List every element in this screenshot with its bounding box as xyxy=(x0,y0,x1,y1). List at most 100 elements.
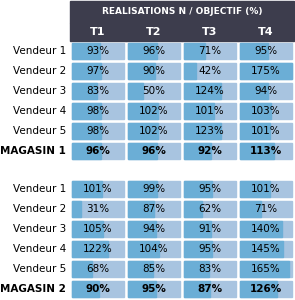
Bar xyxy=(128,181,158,197)
Text: 96%: 96% xyxy=(86,146,110,156)
Text: T1: T1 xyxy=(90,27,106,37)
Bar xyxy=(72,63,124,79)
Bar xyxy=(128,201,154,217)
Bar xyxy=(184,123,221,139)
Bar xyxy=(184,83,236,99)
Bar xyxy=(184,43,205,59)
Bar xyxy=(240,241,292,257)
Bar xyxy=(240,123,270,139)
Text: 95%: 95% xyxy=(254,46,278,56)
Bar xyxy=(240,241,283,257)
Bar xyxy=(184,281,236,297)
Bar xyxy=(126,23,182,41)
Text: 95%: 95% xyxy=(199,184,222,194)
Text: 101%: 101% xyxy=(83,184,113,194)
Text: 101%: 101% xyxy=(251,184,281,194)
Text: T3: T3 xyxy=(202,27,218,37)
Bar xyxy=(128,143,157,159)
Text: Vendeur 4: Vendeur 4 xyxy=(13,244,66,254)
Bar xyxy=(72,43,124,59)
Bar xyxy=(72,201,81,217)
Bar xyxy=(184,201,202,217)
Bar xyxy=(128,103,180,119)
Text: 98%: 98% xyxy=(86,126,109,136)
Bar xyxy=(240,43,268,59)
Text: 96%: 96% xyxy=(142,46,165,56)
Bar xyxy=(240,221,292,237)
Bar xyxy=(184,63,196,79)
Bar xyxy=(72,241,124,257)
Bar xyxy=(184,63,236,79)
Text: 83%: 83% xyxy=(199,264,222,274)
Bar xyxy=(72,143,101,159)
Bar xyxy=(184,43,236,59)
Text: 102%: 102% xyxy=(139,106,169,116)
Text: 103%: 103% xyxy=(251,106,281,116)
Bar xyxy=(240,201,292,217)
Text: T2: T2 xyxy=(146,27,162,37)
Text: 104%: 104% xyxy=(139,244,169,254)
Text: 123%: 123% xyxy=(195,126,225,136)
Bar xyxy=(184,83,221,99)
Text: REALISATIONS N / OBJECTIF (%): REALISATIONS N / OBJECTIF (%) xyxy=(102,8,262,16)
Text: 92%: 92% xyxy=(198,146,222,156)
Text: 97%: 97% xyxy=(86,66,109,76)
Bar xyxy=(128,83,180,99)
Text: 91%: 91% xyxy=(199,224,222,234)
Bar xyxy=(72,123,124,139)
Bar xyxy=(128,143,180,159)
Bar xyxy=(128,63,155,79)
Bar xyxy=(240,181,292,197)
Bar xyxy=(240,181,270,197)
Bar xyxy=(128,123,158,139)
Text: 96%: 96% xyxy=(142,146,166,156)
Text: 102%: 102% xyxy=(139,126,169,136)
Bar xyxy=(72,221,124,237)
Text: 68%: 68% xyxy=(86,264,109,274)
Bar xyxy=(182,23,238,41)
Bar xyxy=(240,83,268,99)
Text: Vendeur 3: Vendeur 3 xyxy=(13,224,66,234)
Bar xyxy=(128,261,153,277)
Text: 145%: 145% xyxy=(251,244,281,254)
Text: 101%: 101% xyxy=(195,106,225,116)
Bar xyxy=(240,43,292,59)
Text: 71%: 71% xyxy=(199,46,222,56)
Bar xyxy=(240,63,292,79)
Text: 50%: 50% xyxy=(142,86,165,96)
Bar xyxy=(240,201,261,217)
Bar xyxy=(240,83,292,99)
Text: 93%: 93% xyxy=(86,46,109,56)
Bar xyxy=(72,221,103,237)
Text: 101%: 101% xyxy=(251,126,281,136)
Bar xyxy=(72,143,124,159)
Bar xyxy=(128,103,158,119)
Bar xyxy=(128,43,157,59)
Bar xyxy=(184,241,236,257)
Text: Vendeur 1: Vendeur 1 xyxy=(13,184,66,194)
Bar xyxy=(240,143,292,159)
Text: 90%: 90% xyxy=(86,284,110,294)
Bar xyxy=(240,261,289,277)
Text: 42%: 42% xyxy=(199,66,222,76)
Bar xyxy=(128,63,180,79)
Bar xyxy=(184,143,211,159)
Bar xyxy=(240,261,292,277)
Bar xyxy=(184,241,212,257)
Bar xyxy=(72,241,108,257)
Bar xyxy=(72,63,101,79)
Bar xyxy=(72,261,124,277)
Bar xyxy=(72,281,99,297)
Text: 105%: 105% xyxy=(83,224,113,234)
Bar xyxy=(184,261,236,277)
Bar xyxy=(72,181,102,197)
Bar xyxy=(72,103,124,119)
Text: 87%: 87% xyxy=(142,204,165,214)
Text: 94%: 94% xyxy=(254,86,278,96)
Text: 83%: 83% xyxy=(86,86,109,96)
Text: 85%: 85% xyxy=(142,264,165,274)
Bar xyxy=(184,103,236,119)
Bar xyxy=(240,123,292,139)
Text: Vendeur 3: Vendeur 3 xyxy=(13,86,66,96)
Text: 113%: 113% xyxy=(250,146,282,156)
